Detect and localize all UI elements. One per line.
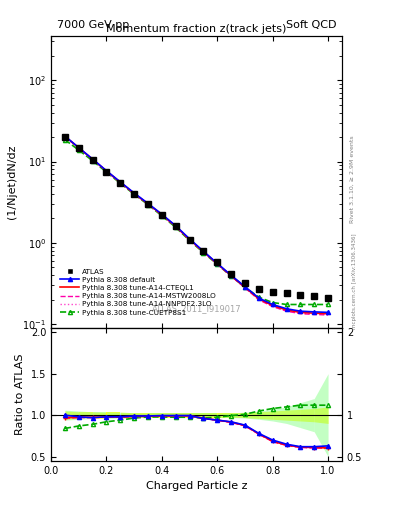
Title: Momentum fraction z(track jets): Momentum fraction z(track jets) [107,24,286,34]
Text: mcplots.cern.ch [arXiv:1306.3436]: mcplots.cern.ch [arXiv:1306.3436] [352,234,357,329]
Y-axis label: (1/Njet)dN/dz: (1/Njet)dN/dz [7,145,17,219]
X-axis label: Charged Particle z: Charged Particle z [146,481,247,491]
Legend: ATLAS, Pythia 8.308 default, Pythia 8.308 tune-A14-CTEQL1, Pythia 8.308 tune-A14: ATLAS, Pythia 8.308 default, Pythia 8.30… [58,266,219,318]
Text: Soft QCD: Soft QCD [286,20,336,30]
Y-axis label: Ratio to ATLAS: Ratio to ATLAS [15,354,25,435]
Text: 7000 GeV pp: 7000 GeV pp [57,20,129,30]
Text: ATLAS_2011_I919017: ATLAS_2011_I919017 [152,305,241,313]
Text: Rivet 3.1.10, ≥ 2.9M events: Rivet 3.1.10, ≥ 2.9M events [350,135,355,223]
